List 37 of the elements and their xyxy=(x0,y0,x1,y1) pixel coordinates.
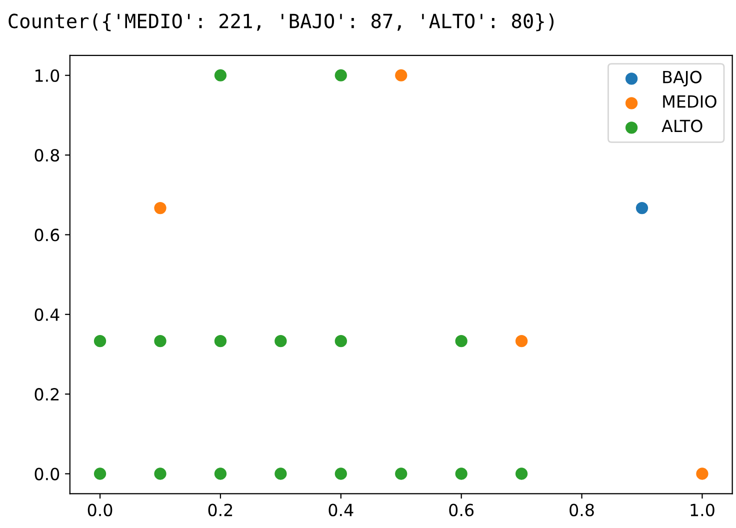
y-tick-label: 0.0 xyxy=(34,468,60,480)
point xyxy=(274,335,287,348)
point xyxy=(395,468,408,480)
y-tick-label: 0.6 xyxy=(34,228,60,242)
point xyxy=(334,468,347,480)
point xyxy=(214,468,227,480)
point xyxy=(334,69,347,82)
legend-label: ALTO xyxy=(662,120,702,132)
point xyxy=(154,335,166,348)
point xyxy=(515,335,528,348)
point xyxy=(696,468,708,480)
y-tick-label: 0.4 xyxy=(34,308,60,321)
y-tick-label: 1.0 xyxy=(36,69,60,82)
point xyxy=(154,202,166,214)
legend-label: MEDIO xyxy=(663,95,716,108)
x-tick-label: 0.6 xyxy=(449,504,474,516)
point xyxy=(214,69,227,82)
point xyxy=(94,335,106,348)
x-tick-label: 0.0 xyxy=(88,504,112,516)
point xyxy=(515,468,528,480)
y-tick-label: 0.2 xyxy=(34,388,59,401)
x-tick-label: 1.0 xyxy=(690,504,714,516)
point xyxy=(274,468,287,480)
y-tick-label: 0.8 xyxy=(34,149,60,162)
point xyxy=(455,335,468,348)
point xyxy=(636,202,648,214)
point xyxy=(334,335,347,348)
point xyxy=(214,335,227,348)
legend-label: BAJO xyxy=(663,70,702,86)
x-tick-label: 0.4 xyxy=(328,504,354,516)
x-tick-label: 0.8 xyxy=(570,504,594,516)
point xyxy=(395,69,408,82)
point xyxy=(154,468,166,480)
point xyxy=(94,468,106,480)
point xyxy=(455,468,468,480)
chart-title: Counter({'MEDIO': 221, 'BAJO': 87, 'ALTO': 80}) xyxy=(8,13,554,32)
x-tick-label: 0.2 xyxy=(208,504,232,516)
